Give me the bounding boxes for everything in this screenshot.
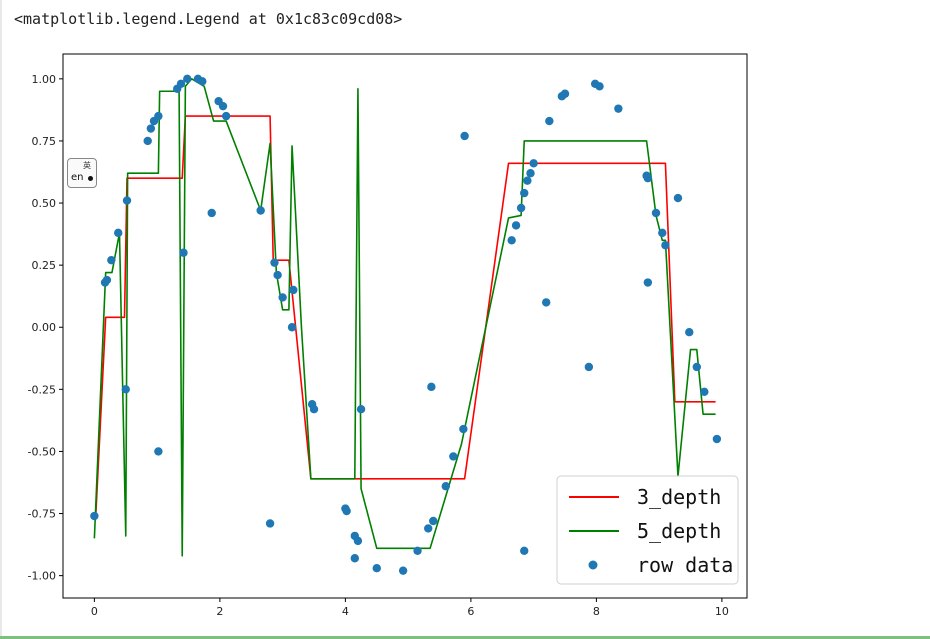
ime-dot-icon <box>88 176 93 181</box>
y-tick-label: -0.25 <box>28 383 56 396</box>
data-point <box>449 452 458 461</box>
data-point <box>413 546 422 556</box>
x-tick-label: 6 <box>467 605 474 618</box>
y-tick-label: 0.75 <box>32 135 57 148</box>
ime-main-label: en <box>71 172 84 183</box>
data-point <box>265 519 275 528</box>
data-point <box>441 482 450 491</box>
data-point <box>685 328 694 337</box>
data-point <box>700 387 709 397</box>
legend-label: 3_depth <box>637 485 721 509</box>
data-point <box>350 554 359 563</box>
data-point <box>520 546 529 556</box>
data-point <box>520 188 529 198</box>
scatter-points <box>90 74 722 575</box>
data-point <box>614 104 623 113</box>
data-point <box>523 176 532 185</box>
data-point <box>595 82 604 91</box>
x-tick-label: 8 <box>593 605 600 618</box>
data-point <box>356 405 366 414</box>
data-point <box>107 255 116 265</box>
data-point <box>122 196 132 205</box>
data-point <box>643 174 653 183</box>
data-point <box>207 208 216 218</box>
legend-box <box>556 475 739 585</box>
data-point <box>154 111 163 121</box>
x-tick-label: 2 <box>216 605 223 618</box>
data-point <box>289 285 298 295</box>
legend-label: 5_depth <box>637 519 721 543</box>
data-point <box>460 131 469 141</box>
data-point <box>273 270 282 280</box>
data-point <box>256 206 265 215</box>
x-tick-label: 4 <box>342 605 349 618</box>
data-point <box>198 77 207 86</box>
data-point <box>692 362 701 372</box>
data-point <box>278 293 287 302</box>
ime-indicator[interactable]: 英 en <box>67 158 97 188</box>
x-tick-label: 0 <box>91 605 98 618</box>
data-point <box>526 169 535 178</box>
data-point <box>584 362 594 372</box>
data-point <box>353 536 363 546</box>
legend-marker <box>588 560 598 570</box>
data-point <box>541 298 551 307</box>
data-point <box>507 236 516 245</box>
data-point <box>429 516 438 526</box>
y-tick-label: 1.00 <box>32 73 57 86</box>
data-point <box>673 193 683 203</box>
legend-label: row data <box>637 553 733 577</box>
cell-bottom-border <box>0 636 930 639</box>
data-point <box>712 434 722 444</box>
data-point <box>179 248 188 257</box>
data-point <box>154 447 163 456</box>
data-point <box>270 258 279 267</box>
data-point <box>287 323 297 332</box>
data-point <box>221 111 231 121</box>
data-point <box>90 511 99 521</box>
y-tick-label: 0.50 <box>32 197 57 210</box>
data-point <box>658 228 667 238</box>
x-tick-label: 10 <box>715 605 729 618</box>
data-point <box>643 278 653 287</box>
data-point <box>529 159 538 168</box>
data-point <box>661 241 670 250</box>
data-point <box>516 203 526 213</box>
y-tick-label: -1.00 <box>28 570 56 583</box>
data-point <box>146 124 156 133</box>
y-tick-label: 0.25 <box>32 259 57 272</box>
y-tick-label: -0.75 <box>28 508 56 521</box>
y-tick-label: 0.00 <box>32 321 57 334</box>
data-point <box>398 566 408 575</box>
data-point <box>560 89 570 98</box>
data-point <box>372 563 381 573</box>
data-point <box>309 405 319 414</box>
data-point <box>424 524 433 533</box>
data-point <box>102 275 112 285</box>
data-point <box>427 382 436 392</box>
data-point <box>342 506 351 516</box>
data-point <box>143 136 152 146</box>
data-point <box>176 79 186 89</box>
data-point <box>183 74 192 84</box>
ime-small-label: 英 <box>83 161 91 170</box>
data-point <box>651 208 661 218</box>
data-point <box>459 424 468 434</box>
data-point <box>545 116 554 126</box>
data-point <box>511 221 521 230</box>
axis-ticks: 0 2 4 6 8 10 1.00 0.75 0.50 0.25 0.00 -0.25 -0.50 -0.… <box>28 73 729 618</box>
cell-output-text: <matplotlib.legend.Legend at 0x1c83c09cd… <box>14 10 403 28</box>
y-tick-label: -0.50 <box>28 445 56 458</box>
data-point <box>218 101 228 111</box>
data-point <box>121 385 130 394</box>
data-point <box>114 228 123 238</box>
cell-gutter <box>0 0 2 639</box>
